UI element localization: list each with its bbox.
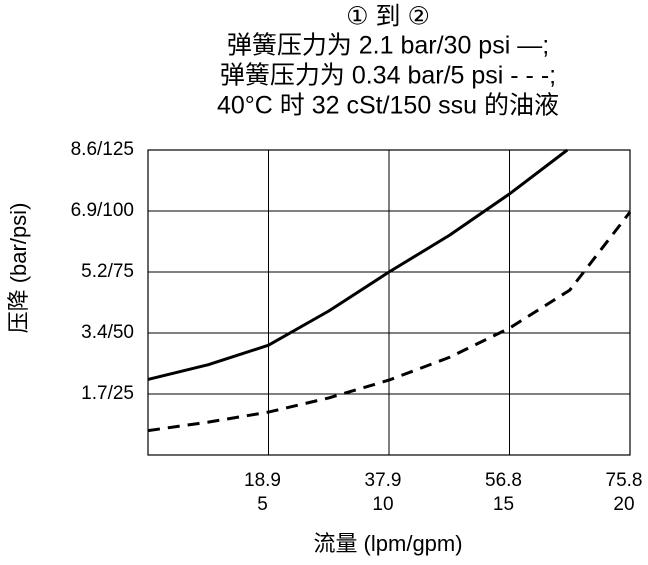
line-series <box>147 148 569 381</box>
x-tick-label: 75.8 <box>606 470 643 491</box>
x-tick-label: 56.8 <box>485 470 522 491</box>
x-tick-label: 5 <box>257 494 268 515</box>
chart-title: 40°C 时 32 cSt/150 ssu 的油液 <box>217 92 559 120</box>
chart-title: 弹簧压力为 0.34 bar/5 psi - - -; <box>220 62 556 90</box>
x-tick-label: 20 <box>613 494 634 515</box>
chart-title: 弹簧压力为 2.1 bar/30 psi —; <box>227 32 549 60</box>
y-axis-label: 压降 (bar/psi) <box>6 203 31 334</box>
x-tick-label: 15 <box>493 494 514 515</box>
line-series <box>147 211 632 433</box>
chart-title: ① 到 ② <box>346 3 430 31</box>
y-tick-label: 1.7/25 <box>81 383 134 404</box>
y-tick-label: 6.9/100 <box>71 200 134 221</box>
x-axis-label: 流量 (lpm/gpm) <box>313 531 462 556</box>
x-tick-label: 10 <box>372 494 393 515</box>
x-tick-label: 37.9 <box>365 470 402 491</box>
y-tick-label: 5.2/75 <box>81 261 134 282</box>
x-tick-label: 18.9 <box>244 470 281 491</box>
y-tick-label: 3.4/50 <box>81 322 134 343</box>
y-tick-label: 8.6/125 <box>71 139 134 160</box>
